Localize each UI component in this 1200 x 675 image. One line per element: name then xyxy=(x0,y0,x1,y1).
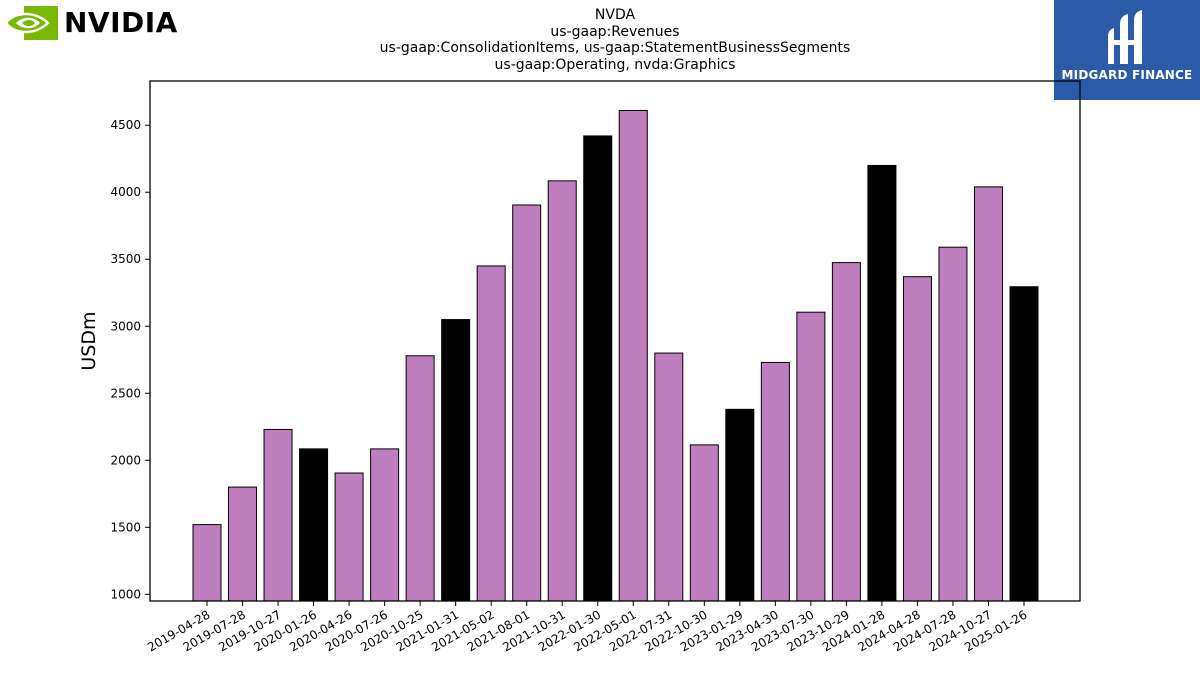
bar xyxy=(370,448,400,602)
bar xyxy=(725,408,755,602)
bar xyxy=(796,311,826,602)
nvidia-logo: NVIDIA xyxy=(4,4,194,42)
nvidia-eye-icon xyxy=(4,6,58,40)
bar xyxy=(547,180,577,602)
plot-frame xyxy=(149,80,1081,602)
bar xyxy=(938,246,968,602)
chart-title-line: us-gaap:Revenues xyxy=(550,23,680,40)
bar xyxy=(441,319,471,602)
y-tick-label: 3500 xyxy=(110,252,141,266)
y-axis-label: USDm xyxy=(78,311,100,370)
y-tick-label: 1500 xyxy=(110,520,141,534)
bar xyxy=(299,448,329,602)
bar xyxy=(263,428,293,602)
y-tick-label: 4000 xyxy=(110,185,141,199)
y-tick-label: 2000 xyxy=(110,453,141,467)
bar xyxy=(1009,286,1039,602)
midgard-mark-icon xyxy=(1102,10,1152,70)
bar xyxy=(867,164,897,602)
midgard-finance-name: MIDGARD FINANCE xyxy=(1061,68,1193,82)
chart-title-line: us-gaap:ConsolidationItems, us-gaap:Stat… xyxy=(379,40,851,56)
bar xyxy=(476,265,506,602)
chart-title: NVDA us-gaap:Revenues us-gaap:Consolidat… xyxy=(300,7,930,73)
nvidia-wordmark: NVIDIA xyxy=(64,6,178,39)
chart-title-line: NVDA xyxy=(594,7,636,23)
bar xyxy=(973,186,1003,602)
y-tick-label: 1000 xyxy=(110,587,141,601)
y-tick-label: 4500 xyxy=(110,118,141,132)
y-tick-label: 2500 xyxy=(110,386,141,400)
bar xyxy=(760,361,790,602)
bar xyxy=(192,524,222,602)
bar xyxy=(512,204,542,602)
bar xyxy=(334,472,364,602)
bar xyxy=(405,355,435,602)
bar xyxy=(902,276,932,602)
bar xyxy=(654,352,684,602)
bar xyxy=(831,262,861,602)
midgard-finance-logo: MIDGARD FINANCE xyxy=(1054,0,1200,100)
bar xyxy=(583,135,613,602)
bar xyxy=(689,444,719,602)
y-tick-label: 3000 xyxy=(110,319,141,333)
chart-title-line: us-gaap:Operating, nvda:Graphics xyxy=(494,56,736,73)
bar xyxy=(618,109,648,602)
bar xyxy=(228,486,258,602)
